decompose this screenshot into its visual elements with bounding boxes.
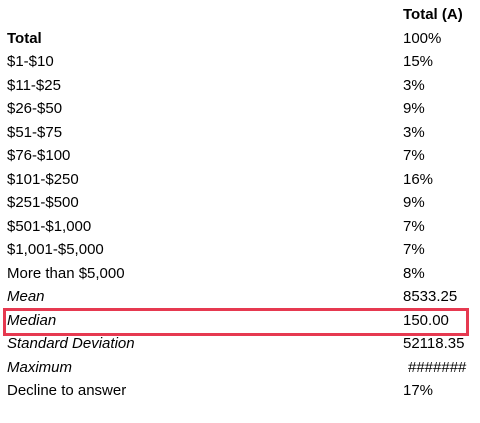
column-header: Total (A) [403, 6, 463, 23]
row-value: 3% [403, 76, 425, 94]
row-label: Decline to answer [7, 382, 127, 400]
row-value: 9% [403, 194, 425, 212]
row-label: $51-$75 [7, 123, 63, 141]
row-value: 52118.35 [403, 335, 465, 353]
row-value: 8% [403, 264, 425, 282]
row-value: 7% [403, 241, 425, 259]
row-label: $101-$250 [7, 170, 79, 188]
row-label: Standard Deviation [7, 335, 135, 353]
row-value: 17% [403, 382, 434, 400]
row-label: $1-$10 [7, 53, 54, 71]
row-value: 7% [403, 217, 425, 235]
row-label: Total [7, 30, 42, 47]
row-value: ####### [408, 358, 467, 376]
row-value: 3% [403, 123, 425, 141]
row-label: Median [7, 311, 57, 329]
row-value: 16% [403, 170, 434, 188]
row-value: 8533.25 [403, 288, 458, 306]
highlight-box [3, 308, 469, 336]
row-value: 7% [403, 147, 425, 165]
row-value: 9% [403, 100, 425, 118]
row-label: Maximum [7, 358, 73, 376]
row-label: $1,001-$5,000 [7, 241, 104, 259]
row-label: $76-$100 [7, 147, 71, 165]
row-value: 15% [403, 53, 434, 71]
row-label: $26-$50 [7, 100, 63, 118]
row-label: $251-$500 [7, 194, 79, 212]
row-value: 100% [403, 30, 442, 47]
row-label: More than $5,000 [7, 264, 125, 282]
row-label: $501-$1,000 [7, 217, 92, 235]
row-value: 150.00 [403, 311, 449, 329]
row-label: $11-$25 [7, 76, 61, 94]
row-label: Mean [7, 288, 45, 306]
